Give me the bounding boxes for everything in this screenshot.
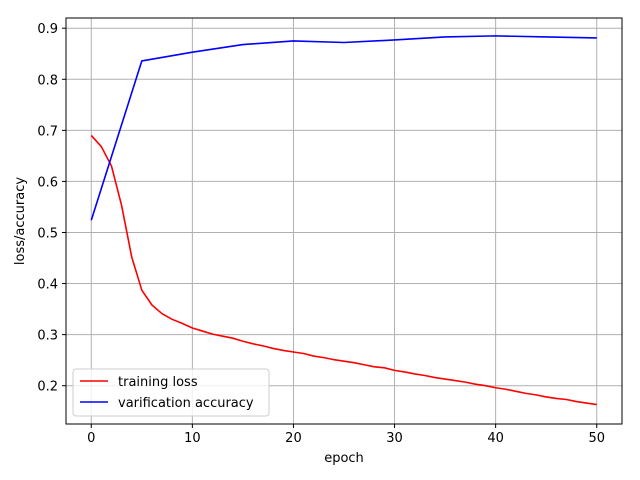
y-tick-label: 0.6 — [37, 175, 58, 190]
y-tick-label: 0.9 — [37, 22, 58, 37]
x-tick-label: 20 — [285, 431, 302, 446]
x-axis-label: epoch — [324, 451, 364, 466]
series-layer — [90, 35, 597, 406]
series-line-0 — [90, 134, 597, 406]
x-tick-label: 0 — [87, 431, 95, 446]
series-line-1 — [90, 35, 597, 221]
x-tick-label: 50 — [588, 431, 605, 446]
y-axis-ticks: 0.2 0.3 0.4 0.5 0.6 0.7 0.8 0.9 — [37, 22, 66, 395]
x-tick-label: 40 — [487, 431, 504, 446]
y-tick-label: 0.3 — [37, 329, 58, 344]
legend-label: varification accuracy — [118, 396, 254, 411]
y-tick-label: 0.4 — [37, 278, 58, 293]
y-tick-label: 0.7 — [37, 124, 58, 139]
y-tick-label: 0.5 — [37, 226, 58, 241]
x-tick-label: 30 — [386, 431, 403, 446]
y-axis-label: loss/accuracy — [13, 177, 28, 265]
plot-frame — [65, 17, 623, 425]
legend-label: training loss — [118, 375, 198, 390]
grid-lines — [66, 18, 622, 424]
legend: training loss varification accuracy — [72, 368, 270, 417]
y-tick-label: 0.8 — [37, 73, 58, 88]
y-tick-label: 0.2 — [37, 380, 58, 395]
x-axis-ticks: 0 10 20 30 40 50 — [87, 424, 605, 446]
legend-box — [72, 368, 270, 417]
x-tick-label: 10 — [184, 431, 201, 446]
